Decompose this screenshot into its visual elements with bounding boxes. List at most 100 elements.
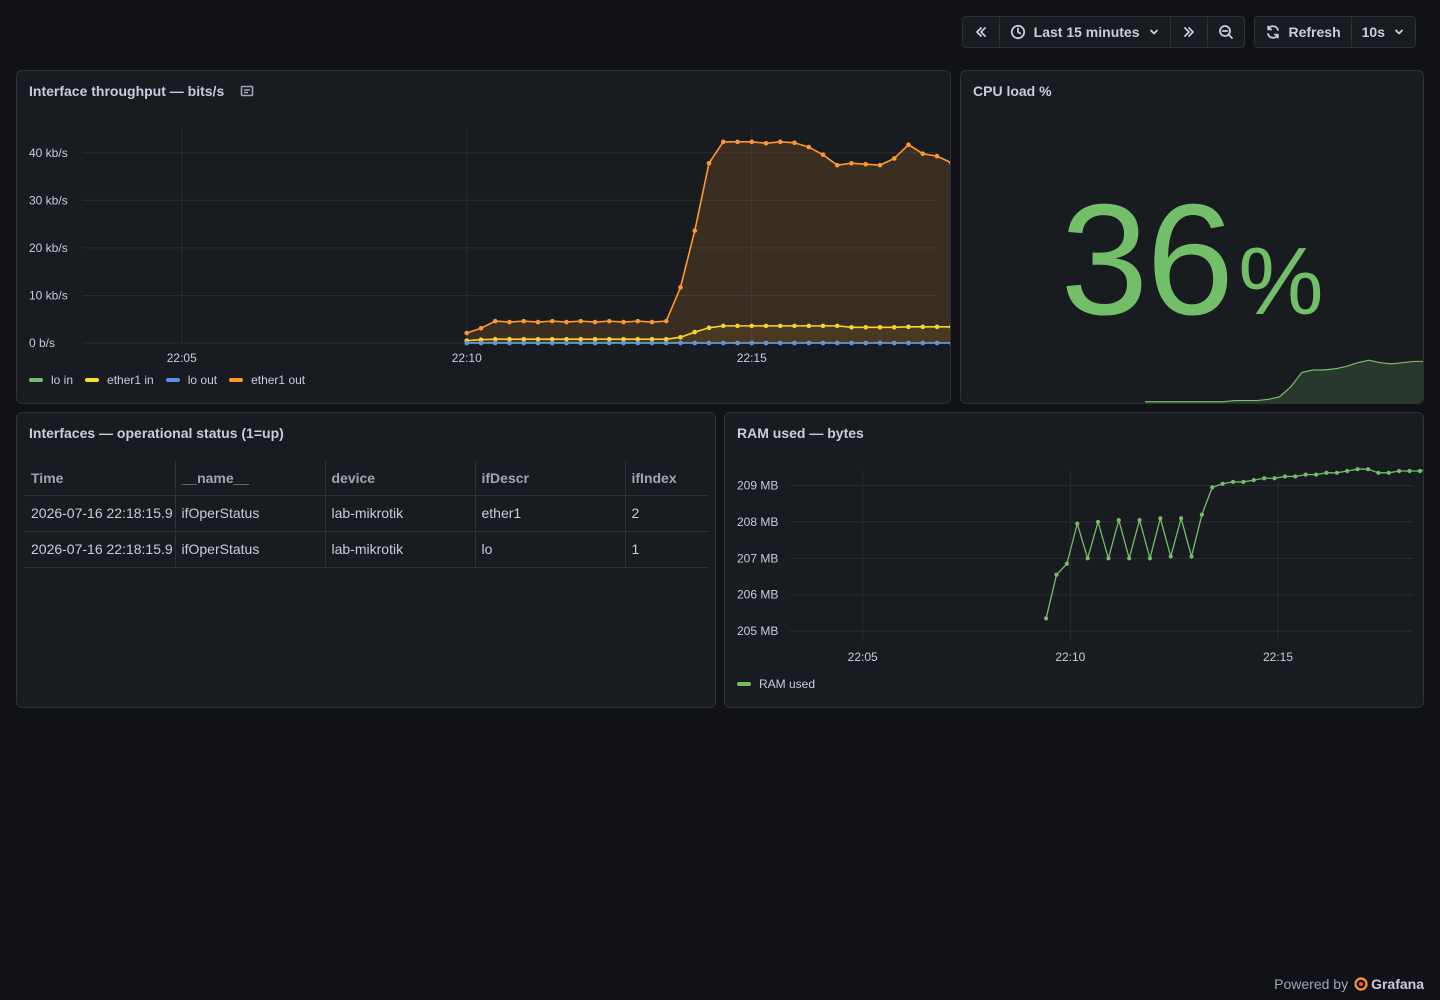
legend-item[interactable]: ether1 in — [85, 373, 154, 387]
data-point — [635, 340, 641, 346]
column-header[interactable]: ifDescr — [475, 461, 626, 496]
data-point — [834, 323, 840, 329]
y-tick-label: 208 MB — [737, 515, 778, 529]
series-lo-out — [464, 340, 950, 346]
data-point — [920, 151, 926, 157]
data-point — [1095, 519, 1101, 525]
series-ether1-out — [464, 139, 950, 343]
description-icon[interactable] — [240, 84, 254, 98]
data-point — [521, 340, 527, 346]
grid — [790, 471, 1413, 642]
ram-legend: RAM used — [737, 677, 815, 691]
data-point — [1106, 556, 1111, 561]
data-point — [1282, 474, 1288, 479]
data-point — [1168, 554, 1173, 559]
data-point — [763, 340, 769, 346]
refresh-button[interactable]: Refresh — [1255, 17, 1352, 47]
data-point — [592, 319, 598, 325]
cpu-panel[interactable]: CPU load % 36% — [960, 70, 1424, 404]
data-point — [1085, 556, 1090, 561]
throughput-chart[interactable]: 22:05 22:10 22:15 0 b/s 10 kb/s 20 kb/s 30 kb/… — [17, 71, 951, 404]
legend-item[interactable]: lo in — [29, 373, 73, 387]
time-range-picker[interactable]: Last 15 minutes — [1000, 17, 1171, 47]
data-point — [649, 336, 655, 342]
data-point — [1355, 467, 1360, 472]
data-point — [535, 319, 541, 325]
double-chevron-left-icon — [975, 27, 986, 37]
interfaces-status-panel[interactable]: Interfaces — operational status (1=up) T… — [16, 412, 716, 708]
zoom-out-button[interactable] — [1208, 17, 1244, 47]
y-tick-label: 206 MB — [737, 588, 778, 602]
data-point — [1313, 472, 1319, 477]
y-tick-label: 40 kb/s — [29, 146, 68, 160]
legend-label: RAM used — [759, 677, 816, 691]
ram-panel[interactable]: RAM used — bytes 22:05 22:10 22:15 205 MB 20… — [724, 412, 1424, 708]
data-point — [535, 336, 541, 342]
legend-label: ether1 in — [107, 373, 154, 387]
data-point — [578, 318, 584, 324]
data-point — [606, 318, 612, 324]
data-point — [877, 340, 883, 346]
data-point — [777, 139, 783, 145]
data-point — [507, 340, 512, 346]
table-row[interactable]: 2026-07-16 22:18:15.9 ifOperStatus lab-m… — [25, 531, 708, 568]
data-point — [1064, 561, 1069, 566]
sparkline-line — [1145, 359, 1423, 403]
y-tick-label: 205 MB — [737, 624, 778, 638]
time-shift-forward-button[interactable] — [1171, 17, 1208, 47]
table-row[interactable]: 2026-07-16 22:18:15.9 ifOperStatus lab-m… — [25, 495, 708, 532]
data-point — [492, 336, 498, 342]
legend-item[interactable]: RAM used — [737, 677, 815, 691]
data-point — [521, 336, 527, 342]
data-point — [891, 340, 897, 346]
data-point — [492, 318, 498, 324]
data-point — [1334, 470, 1339, 475]
throughput-panel[interactable]: Interface throughput — bits/s 22:05 22:10… — [16, 70, 951, 404]
data-point — [692, 228, 698, 234]
data-point — [792, 340, 797, 346]
data-point — [564, 319, 569, 325]
data-point — [1179, 516, 1184, 521]
data-point — [891, 325, 897, 330]
double-chevron-right-icon — [1183, 27, 1194, 37]
legend-item[interactable]: lo out — [165, 373, 217, 387]
clock-icon — [1010, 24, 1025, 40]
data-point — [792, 140, 797, 146]
legend-swatch — [737, 682, 751, 686]
data-point — [549, 340, 555, 346]
time-range-label: Last 15 minutes — [1033, 24, 1140, 40]
data-point — [621, 340, 626, 346]
data-point — [1044, 616, 1049, 621]
ram-chart[interactable]: 22:05 22:10 22:15 205 MB 206 MB 207 MB 208 MB 2… — [725, 413, 1424, 708]
column-header[interactable]: __name__ — [175, 461, 326, 496]
data-point — [492, 340, 498, 346]
legend-item[interactable]: ether1 out — [229, 373, 305, 387]
x-tick-label: 22:15 — [1263, 650, 1293, 664]
column-header[interactable]: ifIndex — [625, 461, 708, 496]
data-point — [1376, 470, 1381, 475]
data-point — [692, 329, 698, 335]
table-cell: lab-mikrotik — [325, 495, 476, 532]
grafana-brand[interactable]: Grafana — [1354, 976, 1424, 992]
data-point — [1407, 468, 1412, 474]
legend-swatch — [85, 378, 100, 382]
grafana-brand-label: Grafana — [1371, 976, 1424, 992]
series-area — [466, 141, 950, 343]
panel-title: Interfaces — operational status (1=up) — [29, 425, 284, 441]
data-point — [1293, 474, 1298, 479]
data-point — [564, 340, 569, 346]
column-header[interactable]: device — [325, 461, 476, 496]
column-header[interactable]: Time — [25, 461, 176, 496]
data-point — [1272, 476, 1277, 481]
refresh-interval-label: 10s — [1361, 24, 1385, 40]
data-point — [1417, 468, 1423, 474]
data-point — [507, 336, 512, 342]
y-tick-label: 20 kb/s — [29, 241, 68, 255]
sparkline-area — [1145, 360, 1423, 403]
data-point — [635, 336, 641, 342]
data-point — [806, 340, 812, 346]
zoom-out-icon — [1218, 25, 1233, 39]
data-point — [678, 334, 683, 340]
time-shift-back-button[interactable] — [963, 17, 1000, 47]
refresh-interval-picker[interactable]: 10s — [1352, 17, 1415, 47]
